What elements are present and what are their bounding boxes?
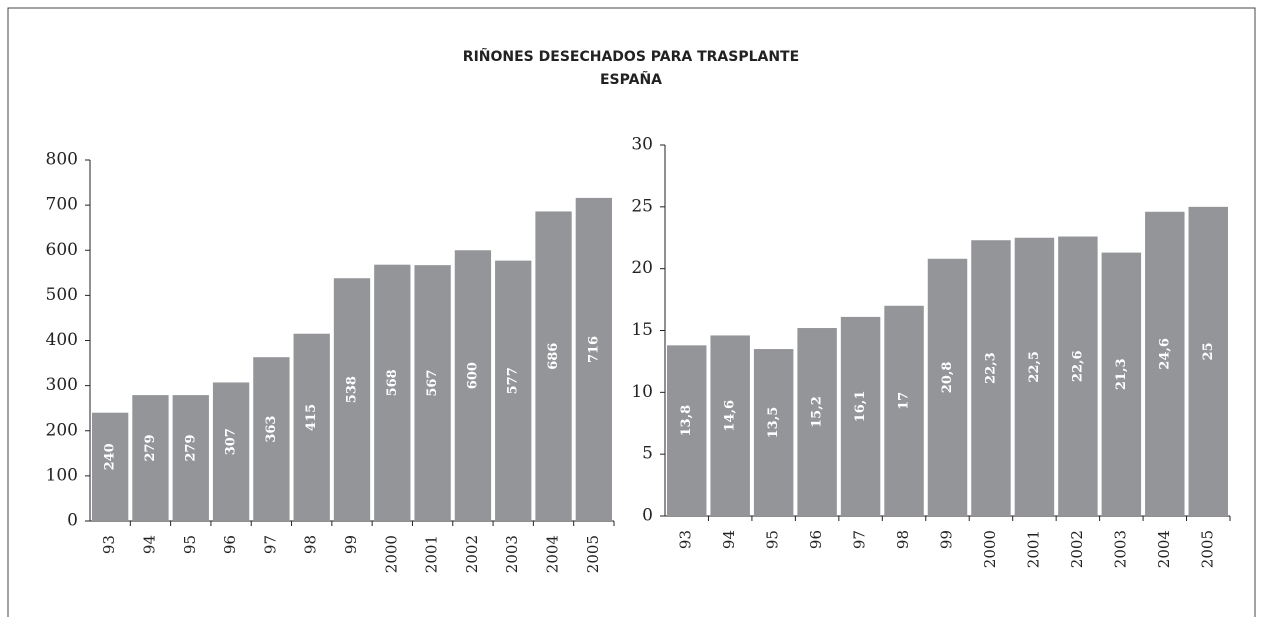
bar bbox=[710, 335, 750, 516]
y-tick-label: 30 bbox=[631, 135, 653, 155]
y-tick-label: 0 bbox=[642, 506, 653, 526]
bar bbox=[1101, 252, 1142, 516]
value-label: 307 bbox=[224, 428, 239, 455]
value-label: 686 bbox=[546, 343, 561, 370]
x-tick-label: 99 bbox=[342, 535, 360, 554]
chart-subtitle: ESPAÑA bbox=[600, 71, 662, 88]
x-tick-label: 95 bbox=[764, 530, 782, 549]
bar bbox=[212, 382, 250, 521]
value-label: 13,8 bbox=[679, 405, 694, 437]
y-tick-label: 10 bbox=[631, 382, 653, 402]
bar bbox=[414, 265, 451, 521]
x-tick-label: 2002 bbox=[463, 535, 481, 573]
bar bbox=[535, 211, 572, 521]
bar bbox=[454, 250, 492, 521]
bar bbox=[753, 349, 794, 516]
x-tick-label: 2000 bbox=[382, 535, 400, 573]
x-tick-label: 93 bbox=[677, 530, 695, 549]
y-tick-label: 700 bbox=[46, 195, 78, 215]
x-tick-label: 97 bbox=[261, 535, 279, 554]
x-tick-label: 2005 bbox=[1198, 530, 1216, 568]
value-label: 16,1 bbox=[853, 391, 868, 423]
value-label: 13,5 bbox=[766, 407, 781, 439]
bar bbox=[132, 395, 169, 521]
value-label: 279 bbox=[183, 434, 198, 461]
frame bbox=[7, 7, 1256, 617]
value-label: 600 bbox=[465, 362, 480, 389]
value-label: 415 bbox=[304, 404, 319, 431]
bar bbox=[1188, 206, 1228, 517]
value-label: 22,6 bbox=[1070, 350, 1085, 382]
value-label: 567 bbox=[425, 370, 440, 397]
value-label: 22,5 bbox=[1027, 351, 1042, 383]
bar bbox=[1145, 211, 1185, 516]
x-tick-label: 2004 bbox=[1155, 530, 1173, 568]
x-tick-label: 2003 bbox=[1111, 530, 1129, 568]
value-label: 568 bbox=[385, 369, 400, 396]
value-label: 14,6 bbox=[723, 400, 738, 432]
value-label: 22,3 bbox=[983, 352, 998, 384]
value-label: 716 bbox=[586, 336, 601, 363]
bar bbox=[927, 258, 968, 516]
bar bbox=[667, 345, 707, 516]
y-tick-label: 15 bbox=[631, 320, 653, 340]
x-tick-label: 2001 bbox=[423, 535, 441, 573]
x-tick-label: 2002 bbox=[1068, 530, 1086, 568]
value-label: 279 bbox=[143, 434, 158, 461]
value-label: 20,8 bbox=[940, 362, 955, 394]
bar bbox=[575, 197, 612, 521]
y-tick-label: 25 bbox=[631, 196, 653, 216]
bar bbox=[797, 328, 837, 516]
value-label: 25 bbox=[1201, 342, 1216, 360]
x-tick-label: 96 bbox=[221, 535, 239, 554]
x-tick-label: 2005 bbox=[584, 535, 602, 573]
x-tick-label: 96 bbox=[807, 530, 825, 549]
value-label: 538 bbox=[345, 376, 360, 403]
y-tick-label: 800 bbox=[46, 150, 78, 170]
bar bbox=[374, 264, 411, 521]
value-label: 21,3 bbox=[1114, 358, 1129, 390]
value-label: 577 bbox=[506, 367, 521, 394]
y-tick-label: 600 bbox=[46, 240, 78, 260]
value-label: 363 bbox=[264, 416, 279, 443]
x-tick-label: 94 bbox=[720, 530, 738, 549]
bar bbox=[1058, 236, 1098, 516]
x-tick-label: 98 bbox=[302, 535, 320, 554]
x-tick-label: 94 bbox=[140, 535, 158, 554]
chart-title: RIÑONES DESECHADOS PARA TRASPLANTE bbox=[463, 48, 799, 65]
x-tick-label: 2004 bbox=[544, 535, 562, 573]
x-tick-label: 95 bbox=[181, 535, 199, 554]
bar bbox=[884, 305, 924, 516]
x-tick-label: 99 bbox=[938, 530, 956, 549]
bar bbox=[172, 395, 209, 521]
bar bbox=[495, 260, 532, 521]
y-tick-label: 100 bbox=[46, 465, 78, 485]
bar bbox=[253, 357, 290, 521]
bar bbox=[840, 316, 881, 516]
bar bbox=[92, 412, 129, 521]
x-tick-label: 2001 bbox=[1024, 530, 1042, 568]
bar bbox=[1014, 237, 1055, 516]
bar bbox=[333, 278, 371, 521]
value-label: 17 bbox=[897, 392, 912, 410]
bar bbox=[971, 240, 1011, 516]
y-tick-label: 5 bbox=[642, 444, 653, 464]
y-tick-label: 20 bbox=[631, 258, 653, 278]
y-tick-label: 400 bbox=[46, 330, 78, 350]
x-tick-label: 93 bbox=[100, 535, 118, 554]
value-label: 24,6 bbox=[1157, 338, 1172, 370]
bar bbox=[293, 333, 330, 521]
x-tick-label: 97 bbox=[851, 530, 869, 549]
x-tick-label: 98 bbox=[894, 530, 912, 549]
y-tick-label: 300 bbox=[46, 375, 78, 395]
y-tick-label: 500 bbox=[46, 285, 78, 305]
x-tick-label: 2003 bbox=[503, 535, 521, 573]
y-tick-label: 200 bbox=[46, 420, 78, 440]
value-label: 15,2 bbox=[810, 396, 825, 428]
y-tick-label: 0 bbox=[67, 511, 78, 531]
x-tick-label: 2000 bbox=[981, 530, 999, 568]
value-label: 240 bbox=[103, 443, 118, 470]
